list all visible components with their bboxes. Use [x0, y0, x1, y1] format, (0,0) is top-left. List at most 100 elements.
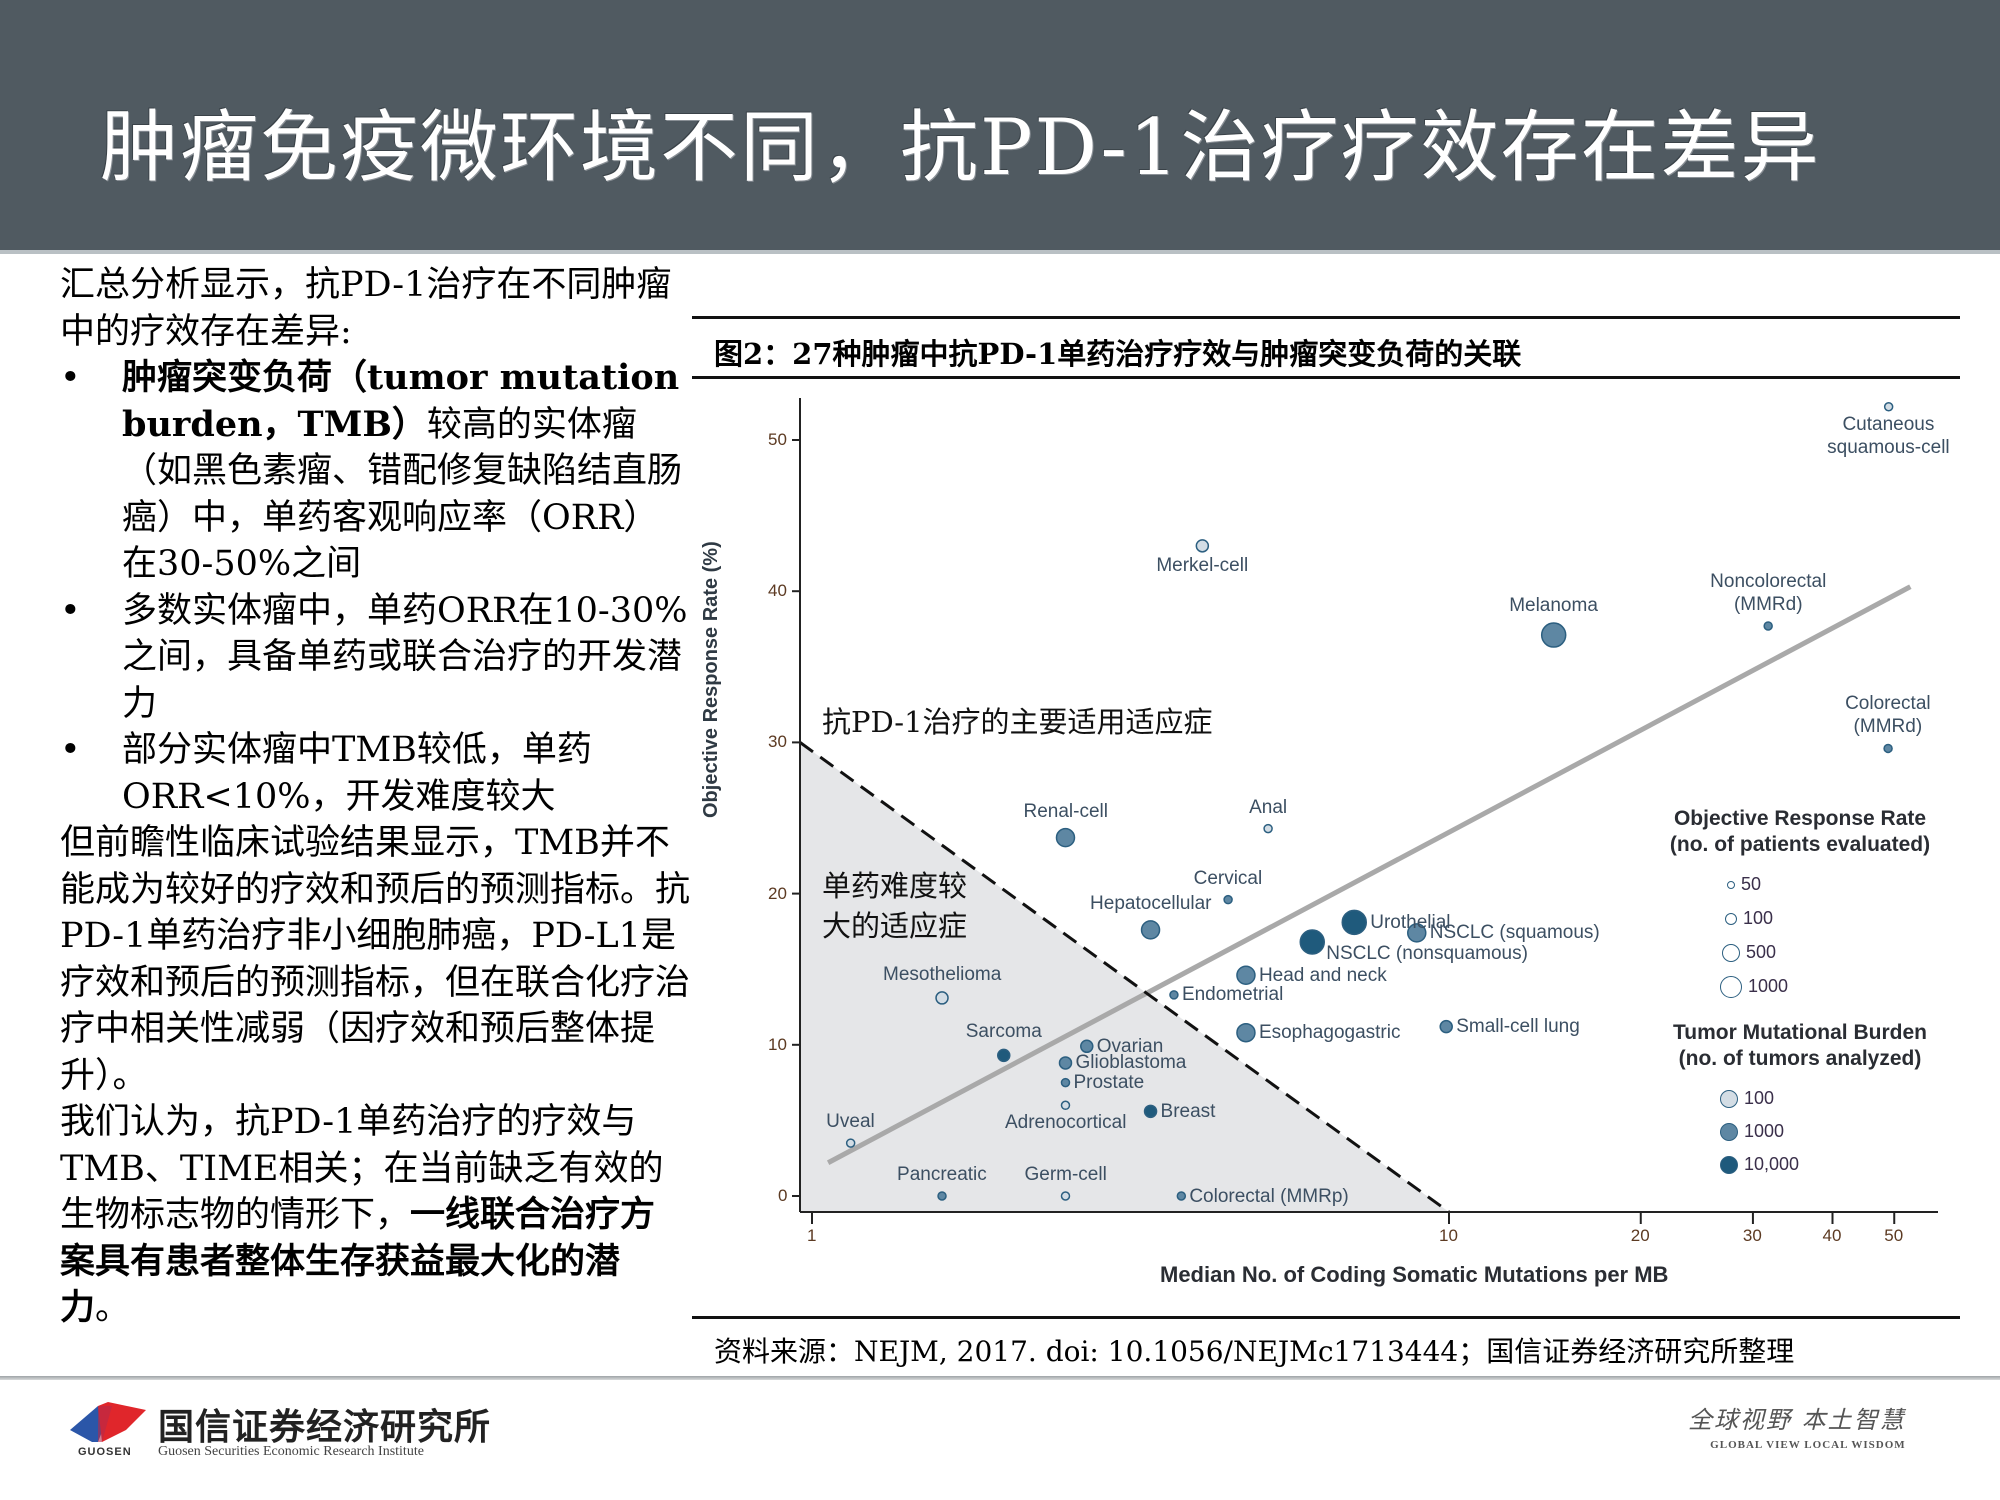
x-tick-label: 20 [1630, 1226, 1650, 1245]
legend-size-title-2: (no. of patients evaluated) [1669, 833, 1931, 856]
legend-size-item: 1000 [1720, 976, 1789, 999]
legend-color-item: 10,000 [1720, 1154, 1799, 1175]
legend-size-label: 1000 [1748, 976, 1789, 996]
data-point-label: Esophagogastric [1258, 1022, 1401, 1044]
logo-chinese-name: 国信证券经济研究所 [158, 1406, 492, 1448]
slide-header: 肿瘤免疫微环境不同，抗PD-1治疗疗效存在差异 [0, 0, 2000, 250]
bullet-item-2: • 多数实体瘤中，单药ORR在10-30%之间，具备单药或联合治疗的开发潜力 [60, 588, 690, 728]
data-point [1060, 1191, 1071, 1201]
x-tick-label: 50 [1884, 1226, 1904, 1245]
difficult-indication-region [800, 742, 1449, 1212]
data-point [1263, 823, 1273, 834]
data-point [1763, 621, 1773, 631]
data-point-label: Endometrial [1181, 984, 1284, 1006]
filled-circle-icon [1720, 1090, 1738, 1109]
data-point-label: Colorectal (MMRd) [1845, 693, 1931, 738]
slide-title: 肿瘤免疫微环境不同，抗PD-1治疗疗效存在差异 [100, 103, 1821, 193]
legend-color-title-1: Tumor Mutational Burden [1673, 1021, 1927, 1044]
paragraph-conclusion: 我们认为，抗PD-1单药治疗的疗效与TMB、TIME相关；在当前缺乏有效的生物标… [60, 1099, 690, 1332]
data-point-label: Colorectal (MMRp) [1189, 1185, 1349, 1207]
bullet-1-text: 较高的实体瘤（如黑色素瘤、错配修复缺陷结直肠癌）中，单药客观响应率（ORR）在3… [122, 404, 683, 585]
slogan: 全球视野 本土智慧 GLOBAL VIEW LOCAL WISDOM [1688, 1400, 1906, 1451]
data-point-label: Breast [1160, 1100, 1216, 1122]
y-tick-label: 0 [778, 1186, 788, 1205]
data-point [1883, 401, 1894, 412]
data-point [1080, 1039, 1094, 1054]
legend-size-item: 100 [1720, 908, 1773, 929]
bullet-1-bold: 肿瘤突变负荷（tumor mutation burden，TMB） [122, 357, 680, 445]
bullet-item-1: • 肿瘤突变负荷（tumor mutation burden，TMB）较高的实体… [60, 355, 690, 588]
data-point-label: Small-cell lung [1456, 1016, 1580, 1038]
circle-icon [1727, 881, 1735, 890]
data-point [1883, 743, 1893, 754]
data-point [1176, 1191, 1187, 1201]
data-point [1540, 622, 1567, 648]
bullet-dot: • [60, 730, 81, 770]
bullet-3-text: 部分实体瘤中TMB较低，单药ORR<10%，开发难度较大 [122, 730, 592, 817]
data-point-label: Melanoma [1509, 595, 1598, 617]
bullet-2-text: 多数实体瘤中，单药ORR在10-30%之间，具备单药或联合治疗的开发潜力 [122, 590, 688, 724]
data-point [1407, 923, 1427, 943]
annotation-difficult-indications-line1: 单药难度较 [822, 869, 968, 903]
data-point-label: Germ-cell [1024, 1164, 1107, 1185]
data-point-label: Anal [1249, 796, 1288, 818]
legend-color-label: 100 [1744, 1088, 1775, 1108]
y-tick-label: 40 [768, 581, 787, 601]
data-point [937, 1191, 947, 1201]
conclusion-bold: 一线联合治疗方案具有患者整体生存获益最大化的潜力 [60, 1194, 656, 1328]
data-point-label: Ovarian [1096, 1035, 1164, 1057]
data-point-label: Cervical [1193, 867, 1263, 889]
x-tick-label: 40 [1822, 1226, 1842, 1245]
legend-size-item: 500 [1720, 942, 1776, 963]
footer-divider [0, 1376, 2000, 1380]
slogan-english: GLOBAL VIEW LOCAL WISDOM [1710, 1439, 1906, 1451]
y-tick-label: 30 [768, 732, 787, 752]
guosen-logo: GUOSEN 国信证券经济研究所 Guosen Securities Econo… [68, 1398, 492, 1464]
data-point-label: Prostate [1073, 1072, 1145, 1094]
y-tick-label: 20 [768, 883, 787, 903]
dashed-boundary-line [799, 741, 1450, 1214]
figure-top-rule [692, 316, 1960, 319]
conclusion-end: 。 [95, 1288, 131, 1328]
conclusion-text: 我们认为，抗PD-1单药治疗的疗效与TMB、TIME相关；在当前缺乏有效的生物标… [60, 1102, 664, 1235]
legend-size-label: 100 [1743, 908, 1774, 928]
bullet-dot: • [60, 590, 81, 631]
data-point-label: Sarcoma [965, 1021, 1042, 1043]
data-point [1060, 1077, 1071, 1088]
left-text-panel: 汇总分析显示，抗PD-1治疗在不同肿瘤中的疗效存在差异: • 肿瘤突变负荷（tu… [60, 262, 690, 1332]
data-point [1236, 1022, 1256, 1043]
data-point [1195, 539, 1210, 553]
intro-paragraph: 汇总分析显示，抗PD-1治疗在不同肿瘤中的疗效存在差异: [60, 265, 672, 352]
data-point-label: NSCLC (squamous) [1429, 922, 1600, 944]
annotation-main-indications: 抗PD-1治疗的主要适用适应症 [822, 705, 1213, 739]
logo-english-name: Guosen Securities Economic Research Inst… [158, 1444, 424, 1459]
trend-line [826, 584, 1912, 1165]
bullet-dot: • [60, 358, 81, 398]
legend-color-item: 100 [1720, 1088, 1774, 1109]
data-point [845, 1138, 856, 1148]
data-point [1341, 909, 1368, 936]
data-point-label: Uveal [826, 1111, 875, 1133]
legend-size-label: 500 [1746, 942, 1777, 962]
slogan-chinese: 全球视野 本土智慧 [1688, 1406, 1906, 1434]
legend-size-label: 50 [1741, 874, 1762, 894]
bullet-item-3: • 部分实体瘤中TMB较低，单药ORR<10%，开发难度较大 [60, 727, 690, 820]
data-point-label: Noncolorectal (MMRd) [1710, 570, 1827, 615]
data-point [1143, 1104, 1158, 1119]
guosen-logo-icon [70, 1402, 146, 1442]
data-point-label: Mesothelioma [883, 963, 1002, 985]
data-point [997, 1048, 1011, 1063]
legend-color-label: 10,000 [1744, 1154, 1800, 1174]
x-tick-label: 10 [1439, 1226, 1458, 1245]
circle-icon [1722, 944, 1740, 963]
data-point [935, 991, 949, 1005]
figure-title: 图2：27种肿瘤中抗PD-1单药治疗疗效与肿瘤突变负荷的关联 [714, 337, 1522, 371]
data-point-label: Glioblastoma [1075, 1052, 1187, 1074]
data-point-label: Renal-cell [1023, 800, 1108, 822]
legend-size-title-1: Objective Response Rate [1673, 807, 1927, 830]
y-tick-label: 10 [768, 1034, 787, 1054]
data-point-label: Cutaneous squamous-cell [1827, 413, 1950, 458]
chart-legend: Objective Response Rate (no. of patients… [1650, 806, 1950, 1175]
data-point [1055, 827, 1076, 848]
data-point-label: Adrenocortical [1004, 1112, 1127, 1134]
